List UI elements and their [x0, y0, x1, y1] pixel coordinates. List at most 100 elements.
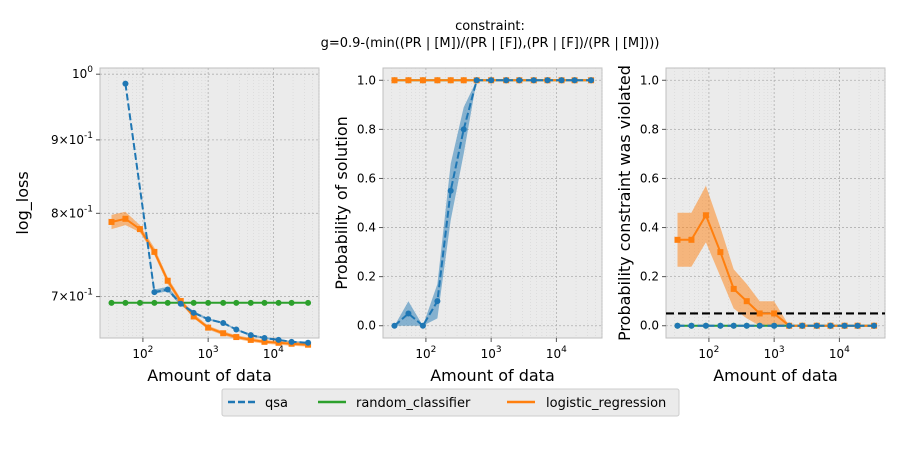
point-qsa — [275, 336, 282, 343]
point-qsa — [503, 77, 510, 84]
point-qsa — [288, 338, 295, 345]
point-qsa — [871, 322, 878, 329]
point-random-classifier — [164, 299, 171, 306]
y-axis-label: Probability constraint was violated — [615, 65, 634, 341]
point-qsa — [247, 332, 254, 339]
point-logistic-regression — [136, 226, 143, 233]
point-logistic-regression — [151, 248, 158, 255]
x-tick-label: 104 — [829, 345, 850, 361]
figure-title-line1: constraint: — [455, 19, 525, 34]
x-tick-label: 102 — [415, 345, 436, 361]
point-qsa — [305, 339, 312, 346]
point-random-classifier — [151, 299, 158, 306]
point-random-classifier — [136, 299, 143, 306]
point-qsa — [743, 322, 750, 329]
y-axis-label: log_loss — [13, 171, 33, 234]
y-tick-label: 1.0 — [640, 73, 659, 87]
point-qsa — [558, 77, 565, 84]
point-qsa — [571, 77, 578, 84]
point-logistic-regression — [261, 338, 268, 345]
point-qsa — [473, 77, 480, 84]
point-qsa — [827, 322, 834, 329]
point-random-classifier — [108, 299, 115, 306]
y-axis-label: Probability of solution — [332, 116, 351, 290]
legend-label-random-classifier: random_classifier — [356, 396, 471, 411]
y-tick-label: 0.4 — [357, 221, 376, 235]
point-qsa — [419, 322, 426, 329]
point-qsa — [530, 77, 537, 84]
point-qsa — [190, 309, 197, 316]
y-tick-label: 0.6 — [640, 171, 659, 185]
x-axis-label: Amount of data — [147, 366, 272, 385]
x-tick-label: 104 — [263, 345, 284, 361]
point-qsa — [771, 322, 778, 329]
point-logistic-regression — [756, 310, 763, 317]
point-random-classifier — [305, 299, 312, 306]
band-qsa — [394, 80, 592, 326]
x-tick-label: 103 — [198, 345, 219, 361]
point-logistic-regression — [220, 330, 227, 337]
point-qsa — [588, 77, 595, 84]
x-tick-label: 104 — [546, 345, 567, 361]
y-tick-label: 1.0 — [357, 73, 376, 87]
y-tick-label: 0.2 — [357, 270, 376, 284]
point-random-classifier — [220, 299, 227, 306]
point-logistic-regression — [108, 218, 115, 225]
chart-probability-constraint-violated: 102 103 104 0.0 0.2 0.4 0.6 0.8 1.0 Amount of dat… — [615, 65, 886, 385]
point-qsa — [205, 316, 212, 323]
point-logistic-regression — [717, 249, 724, 256]
point-qsa — [177, 300, 184, 307]
point-qsa — [854, 322, 861, 329]
y-tick-label: 0.4 — [640, 221, 659, 235]
point-logistic-regression — [233, 334, 240, 341]
point-qsa — [460, 126, 467, 133]
y-tick-label: 0.8 — [640, 122, 659, 136]
y-tick-label: 0.0 — [357, 319, 376, 333]
point-qsa — [164, 286, 171, 293]
point-qsa — [799, 322, 806, 329]
point-logistic-regression — [122, 215, 129, 222]
point-logistic-regression — [391, 77, 398, 84]
point-logistic-regression — [771, 310, 778, 317]
y-tick-label: 0.2 — [640, 270, 659, 284]
point-random-classifier — [275, 299, 282, 306]
point-qsa — [447, 187, 454, 194]
point-qsa — [405, 310, 412, 317]
point-logistic-regression — [447, 77, 454, 84]
point-qsa — [391, 322, 398, 329]
point-random-classifier — [288, 299, 295, 306]
x-tick-label: 102 — [698, 345, 719, 361]
point-qsa — [756, 322, 763, 329]
band-logistic-regression — [677, 185, 875, 326]
y-tick-label: 8×10-1 — [51, 204, 93, 220]
point-qsa — [717, 322, 724, 329]
point-logistic-regression — [247, 336, 254, 343]
point-logistic-regression — [205, 324, 212, 331]
legend-label-logistic-regression: logistic_regression — [546, 396, 666, 411]
point-logistic-regression — [743, 298, 750, 305]
y-tick-label: 100 — [72, 65, 93, 81]
point-random-classifier — [261, 299, 268, 306]
legend-frame — [221, 388, 680, 417]
point-qsa — [702, 322, 709, 329]
x-tick-label: 103 — [764, 345, 785, 361]
figure-title-line2: g=0.9-(min((PR | [M])/(PR | [F]),(PR | [… — [321, 36, 660, 51]
point-logistic-regression — [434, 77, 441, 84]
point-random-classifier — [122, 299, 129, 306]
point-qsa — [730, 322, 737, 329]
point-random-classifier — [205, 299, 212, 306]
y-tick-label: 7×10-1 — [51, 288, 93, 304]
point-qsa — [261, 335, 268, 341]
y-tick-label: 0.6 — [357, 171, 376, 185]
point-qsa — [233, 326, 240, 333]
chart-probability-of-solution: 102 103 104 0.0 0.2 0.4 0.6 0.8 1.0 Amount of dat… — [332, 67, 603, 385]
point-logistic-regression — [190, 313, 197, 320]
point-logistic-regression — [674, 236, 681, 243]
point-qsa — [488, 77, 495, 84]
point-qsa — [220, 319, 227, 326]
point-logistic-regression — [688, 236, 695, 243]
y-tick-label: 0.8 — [357, 122, 376, 136]
point-qsa — [688, 322, 695, 329]
point-qsa — [544, 77, 551, 84]
